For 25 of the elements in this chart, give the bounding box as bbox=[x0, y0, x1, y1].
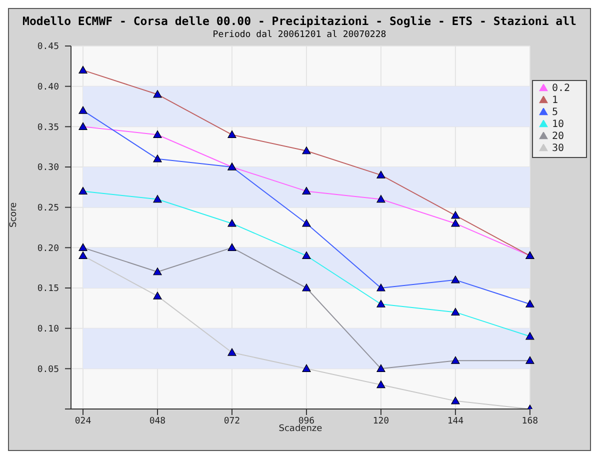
y-tick-label: 0.15 bbox=[37, 284, 59, 294]
y-tick-label: 0.35 bbox=[37, 122, 59, 133]
x-tick-label: 144 bbox=[447, 416, 464, 426]
y-tick-label: 0.05 bbox=[37, 364, 59, 375]
legend-label: 20 bbox=[552, 131, 564, 142]
legend-label: 5 bbox=[552, 107, 558, 118]
legend-label: 0.2 bbox=[552, 83, 570, 94]
chart-title: Modello ECMWF - Corsa delle 00.00 - Precipitazioni - Soglie - ETS - Stazioni all bbox=[22, 13, 578, 28]
x-tick-label: 120 bbox=[372, 416, 390, 426]
x-tick-label: 048 bbox=[149, 416, 166, 426]
x-tick-label: 168 bbox=[522, 416, 538, 426]
chart-subtitle: Periodo dal 20061201 al 20070228 bbox=[212, 30, 388, 40]
y-tick-label: 0.10 bbox=[37, 324, 59, 335]
x-tick-label: 024 bbox=[74, 416, 92, 426]
y-tick-label: 0.25 bbox=[37, 204, 59, 214]
legend-label: 1 bbox=[552, 95, 558, 106]
legend-label: 10 bbox=[552, 119, 564, 130]
y-tick-label: 0.30 bbox=[37, 163, 59, 174]
legend-label: 30 bbox=[552, 143, 564, 154]
x-tick-label: 072 bbox=[224, 416, 240, 426]
y-tick-label: 0.40 bbox=[37, 82, 59, 93]
y-axis-title: Score bbox=[9, 202, 20, 228]
x-axis-title: Scadenze bbox=[278, 424, 323, 434]
y-tick-label: 0.20 bbox=[37, 244, 59, 254]
y-tick-label: 0.45 bbox=[37, 42, 59, 52]
